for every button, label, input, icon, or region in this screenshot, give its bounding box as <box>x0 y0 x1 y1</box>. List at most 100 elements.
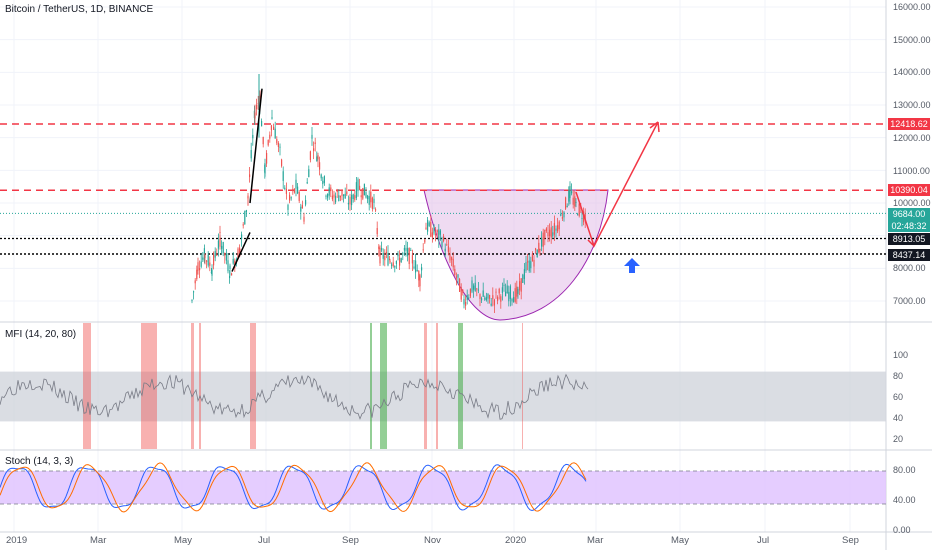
candle-body <box>553 223 555 235</box>
candle-body <box>209 262 211 266</box>
candle-body <box>308 169 310 178</box>
candle-body <box>484 297 486 300</box>
candle-body <box>575 201 577 204</box>
candle-body <box>424 239 426 243</box>
mfi-label[interactable]: MFI (14, 20, 80) <box>5 329 77 340</box>
candle-body <box>509 286 511 299</box>
candle-body <box>371 197 373 209</box>
candle-body <box>561 217 563 219</box>
candle-body <box>285 188 287 194</box>
candle-body <box>411 255 413 264</box>
candle-body <box>538 242 540 253</box>
candle-body <box>443 236 445 242</box>
candle-body <box>535 248 537 251</box>
candle-body <box>578 203 580 216</box>
mfi-overbought-zone <box>250 323 256 449</box>
candle-body <box>247 196 249 198</box>
candle-body <box>446 244 448 246</box>
candle-body <box>395 260 397 264</box>
time-tick: Jul <box>258 535 271 546</box>
candle-body <box>447 246 449 252</box>
candle-body <box>523 269 525 279</box>
candle-body <box>474 282 476 291</box>
stoch-label[interactable]: Stoch (14, 3, 3) <box>5 456 74 467</box>
candle-body <box>261 121 263 127</box>
candle-body <box>439 230 441 235</box>
price-tick: 7000.00 <box>893 296 926 306</box>
candle-body <box>292 189 294 191</box>
mfi-band <box>0 371 886 422</box>
candle-body <box>313 148 315 152</box>
trend-line <box>231 232 251 272</box>
candle-body <box>413 266 415 269</box>
candle-body <box>533 259 535 267</box>
candle-body <box>311 134 313 139</box>
candle-body <box>224 253 226 256</box>
candle-body <box>463 299 465 305</box>
candle-body <box>331 195 333 200</box>
candle-body <box>196 269 198 280</box>
candle-body <box>309 151 311 160</box>
candle-body <box>197 262 199 271</box>
candle-body <box>375 209 377 211</box>
candle-body <box>349 196 351 205</box>
candle-body <box>500 296 502 302</box>
candle-body <box>452 258 454 268</box>
candle-body <box>344 193 346 199</box>
candle-body <box>373 198 375 203</box>
candle-body <box>333 194 335 198</box>
candle-body <box>320 174 322 179</box>
price-tick: 13000.00 <box>893 100 931 110</box>
candle-body <box>193 291 195 293</box>
candle-body <box>385 251 387 254</box>
time-tick: Sep <box>842 535 859 546</box>
candle-body <box>343 194 345 197</box>
candle-body <box>418 271 420 281</box>
candle-body <box>217 240 219 249</box>
symbol-title[interactable]: Bitcoin / TetherUS, 1D, BINANCE <box>5 4 154 15</box>
mfi-tick: 60 <box>893 392 904 402</box>
stoch-tick: 80.00 <box>893 465 916 475</box>
candle-body <box>270 125 272 131</box>
time-tick: May <box>671 535 689 546</box>
blue-up-arrow-icon <box>624 258 640 273</box>
candle-body <box>351 194 353 206</box>
candle-body <box>244 211 246 225</box>
candle-body <box>274 128 276 139</box>
candle-body <box>254 112 256 119</box>
candle-body <box>222 241 224 254</box>
stoch-tick: 0.00 <box>893 525 911 535</box>
candle-body <box>571 191 573 194</box>
candle-body <box>508 291 510 302</box>
candle-body <box>517 288 519 294</box>
time-tick: Jul <box>757 535 770 546</box>
candle-body <box>264 163 266 174</box>
candle-body <box>305 200 307 205</box>
candle-body <box>282 171 284 181</box>
price-tick: 11000.00 <box>893 166 930 176</box>
candle-body <box>405 247 407 251</box>
candle-body <box>438 229 440 240</box>
candle-body <box>581 218 583 220</box>
candle-body <box>297 186 299 194</box>
arrow-head <box>649 121 660 133</box>
candle-body <box>229 275 231 279</box>
candle-body <box>498 288 500 294</box>
candle-body <box>232 258 234 264</box>
candle-body <box>563 212 565 218</box>
price-tag-8913: 8913.05 <box>888 233 930 245</box>
time-tick: 2020 <box>505 535 527 546</box>
candle-body <box>200 261 202 267</box>
candle-body <box>273 126 275 130</box>
projection-arrow <box>575 121 659 248</box>
candle-body <box>199 268 201 271</box>
time-tick: Sep <box>342 535 359 546</box>
candle-body <box>378 246 380 249</box>
candle-body <box>454 268 456 275</box>
candle-body <box>542 232 544 247</box>
candle-body <box>545 228 547 231</box>
candle-body <box>427 219 429 232</box>
candle-body <box>520 278 522 292</box>
